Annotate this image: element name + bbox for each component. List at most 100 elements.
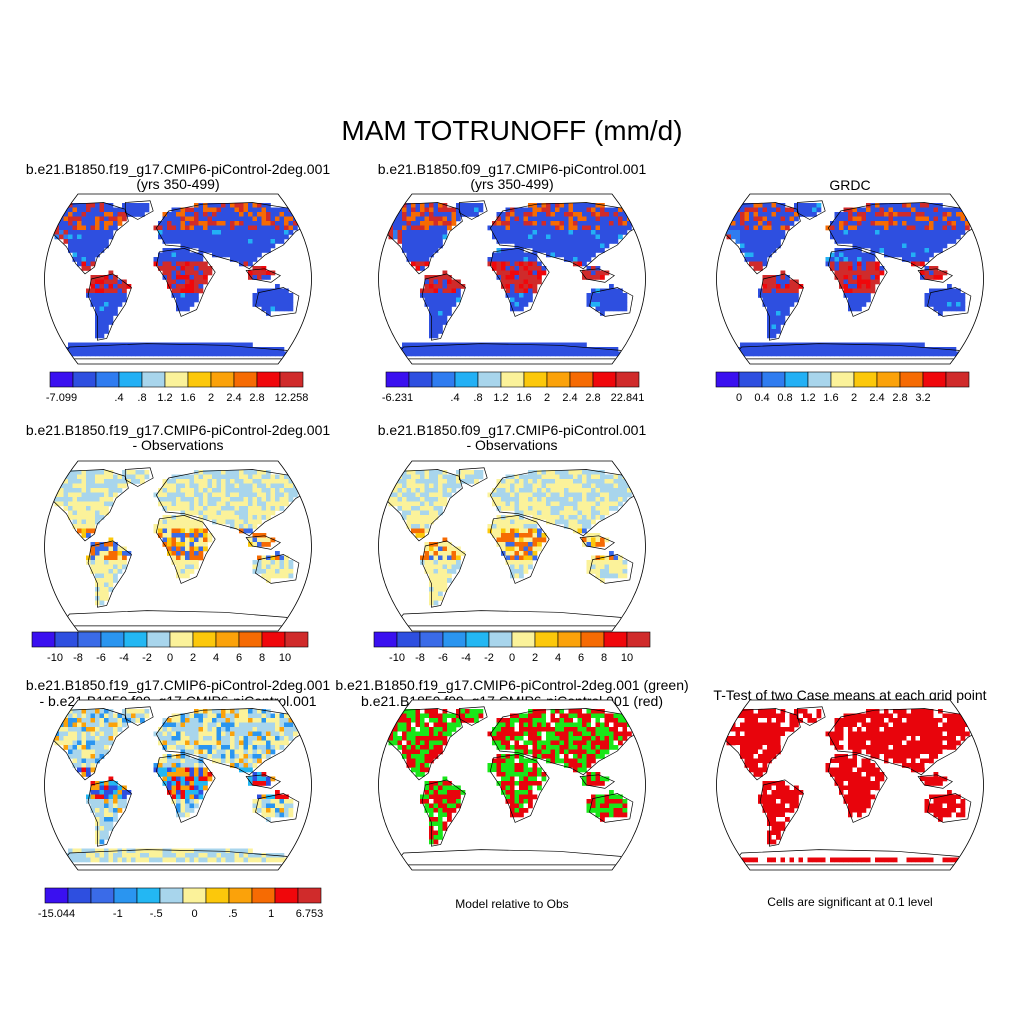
- grid-cell: [604, 492, 610, 498]
- grid-cell: [167, 772, 172, 777]
- grid-cell: [591, 297, 596, 303]
- grid-cell: [108, 578, 114, 583]
- grid-cell: [185, 799, 190, 804]
- grid-cell: [888, 212, 894, 217]
- grid-cell: [839, 351, 844, 357]
- grid-cell: [839, 342, 844, 348]
- grid-cell: [234, 248, 240, 253]
- grid-cell: [618, 555, 623, 561]
- grid-cell: [870, 225, 876, 231]
- grid-cell: [559, 234, 565, 240]
- grid-cell: [257, 212, 262, 217]
- grid-cell: [537, 239, 542, 244]
- grid-cell: [469, 351, 475, 357]
- grid-cell: [95, 306, 100, 312]
- grid-cell: [915, 203, 921, 208]
- grid-cell: [131, 474, 136, 480]
- grid-cell: [487, 261, 493, 267]
- grid-cell: [198, 524, 204, 529]
- grid-cell: [95, 510, 100, 516]
- grid-cell: [749, 248, 754, 253]
- grid-cell: [519, 212, 524, 217]
- grid-cell: [207, 501, 213, 507]
- grid-cell: [613, 497, 619, 502]
- grid-cell: [402, 203, 407, 208]
- grid-cell: [564, 510, 569, 516]
- grid-cell: [135, 203, 141, 208]
- grid-cell: [171, 275, 177, 280]
- grid-cell: [99, 216, 105, 222]
- grid-cell: [604, 483, 610, 489]
- grid-cell: [866, 207, 871, 213]
- grid-cell: [420, 243, 425, 249]
- colorbar-box: [715, 371, 740, 388]
- grid-cell: [496, 537, 502, 543]
- panel-title: b.e21.B1850.f09_g17.CMIP6-piControl.001: [378, 422, 647, 438]
- grid-cell: [293, 212, 298, 217]
- grid-cell: [54, 479, 60, 484]
- grid-cell: [104, 713, 109, 719]
- grid-cell: [397, 479, 403, 484]
- grid-cell: [68, 727, 73, 732]
- grid-cell: [234, 853, 240, 858]
- grid-cell: [924, 243, 930, 249]
- grid-cell: [915, 347, 921, 352]
- grid-cell: [108, 790, 114, 795]
- grid-cell: [203, 785, 208, 791]
- grid-cell: [510, 551, 515, 556]
- grid-cell: [528, 257, 533, 262]
- grid-cell: [99, 551, 105, 556]
- grid-cell: [420, 483, 425, 489]
- grid-cell: [189, 221, 195, 226]
- grid-cell: [582, 239, 587, 244]
- grid-cell: [573, 342, 578, 348]
- grid-cell: [167, 497, 172, 502]
- grid-cell: [171, 781, 177, 786]
- grid-cell: [212, 243, 217, 249]
- grid-cell: [442, 225, 448, 231]
- grid-cell: [776, 324, 781, 330]
- grid-cell: [582, 528, 587, 534]
- grid-cell: [740, 239, 745, 244]
- grid-cell: [140, 203, 145, 208]
- grid-cell: [279, 221, 285, 226]
- grid-cell: [767, 243, 772, 249]
- grid-cell: [189, 302, 195, 307]
- grid-cell: [568, 479, 574, 484]
- grid-cell: [216, 519, 222, 525]
- grid-cell: [72, 239, 78, 244]
- grid-cell: [288, 306, 294, 312]
- grid-cell: [402, 248, 407, 253]
- grid-cell: [50, 488, 55, 493]
- grid-cell: [99, 799, 105, 804]
- grid-cell: [505, 551, 511, 556]
- grid-cell: [555, 342, 560, 348]
- grid-cell: [243, 492, 249, 498]
- grid-cell: [429, 506, 434, 511]
- grid-cell: [176, 266, 181, 271]
- colorbar-box: [511, 631, 536, 648]
- grid-cell: [252, 297, 258, 303]
- grid-cell: [99, 243, 105, 249]
- grid-cell: [609, 497, 614, 502]
- grid-cell: [938, 221, 943, 226]
- grid-cell: [203, 270, 208, 276]
- grid-cell: [207, 853, 213, 858]
- grid-cell: [550, 519, 556, 525]
- grid-cell: [564, 506, 569, 511]
- grid-cell: [875, 266, 880, 271]
- grid-cell: [595, 216, 601, 222]
- grid-cell: [135, 342, 141, 348]
- grid-cell: [99, 573, 105, 579]
- grid-cell: [929, 297, 934, 303]
- grid-cell: [848, 207, 853, 213]
- grid-cell: [86, 351, 91, 357]
- grid-cell: [176, 257, 181, 262]
- grid-cell: [194, 790, 199, 795]
- grid-cell: [573, 216, 578, 222]
- grid-cell: [794, 207, 799, 213]
- grid-cell: [113, 221, 118, 226]
- grid-cell: [559, 243, 565, 249]
- colorbar-box: [146, 631, 171, 648]
- grid-cell: [501, 479, 506, 484]
